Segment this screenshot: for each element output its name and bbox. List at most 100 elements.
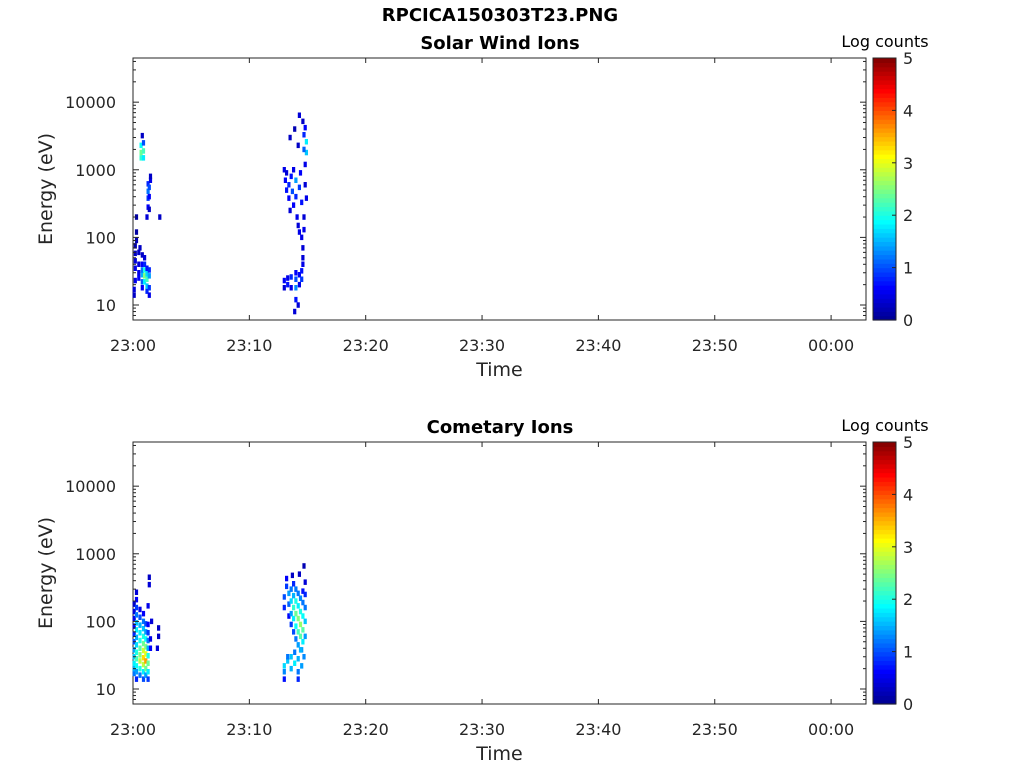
heatmap-cell (146, 603, 150, 609)
heatmap-cell (145, 214, 149, 220)
heatmap-cell (140, 252, 144, 258)
colorbar-segment (873, 302, 896, 308)
heatmap-cell (134, 237, 139, 244)
colorbar-segment (873, 590, 896, 596)
x-tick-label: 23:40 (575, 720, 621, 739)
heatmap-cell (300, 234, 304, 241)
heatmap-cell (146, 181, 150, 187)
colorbar-segment (873, 472, 896, 478)
heatmap-cell (285, 583, 289, 590)
colorbar-segment (873, 232, 896, 238)
heatmap-cell (145, 271, 149, 277)
heatmap-cell (138, 630, 142, 636)
heatmap-cell (293, 308, 297, 315)
plot-group: 23:00 23:10 23:20 23:30 23:40 23:50 00:0010100… (35, 416, 929, 765)
heatmap-cell (286, 275, 290, 281)
heatmap-cell (285, 575, 289, 582)
colorbar-segment (873, 507, 896, 513)
heatmap-cell (287, 590, 291, 597)
colorbar-segment (873, 119, 896, 125)
colorbar-segment (873, 625, 896, 631)
heatmap-cell (147, 267, 151, 273)
heatmap-cell (157, 625, 161, 631)
figure-title: RPCICA150303T23.PNG (381, 5, 619, 26)
solar-wind-ions-spectrogram: 23:00 23:10 23:20 23:30 23:40 23:50 00:0010100… (35, 32, 929, 381)
heatmap-cell (298, 621, 303, 628)
colorbar-tick-label: 5 (903, 49, 913, 68)
colorbar-segment (873, 634, 896, 640)
heatmap-cell (147, 273, 151, 279)
colorbar-tick-label: 0 (903, 311, 913, 330)
x-tick-label: 23:00 (110, 720, 156, 739)
heatmap-cell (138, 637, 142, 644)
heatmap-cell (138, 245, 142, 251)
x-tick-label: 23:40 (575, 336, 621, 355)
heatmap-cell (289, 285, 293, 291)
heatmap-cell (141, 669, 146, 675)
colorbar-tick-label: 2 (903, 590, 913, 609)
colorbar-segment (873, 97, 896, 103)
heatmap-cell (148, 636, 153, 642)
heatmap-cell (292, 581, 296, 587)
heatmap-cell (303, 604, 307, 611)
colorbar-segment (873, 511, 896, 517)
heatmap-cell (301, 255, 305, 261)
x-tick-label: 00:00 (808, 720, 854, 739)
heatmap-cell (132, 623, 136, 629)
colorbar-segment (873, 245, 896, 251)
heatmap-cell (134, 596, 139, 603)
heatmap-cell (288, 207, 292, 214)
colorbar-segment (873, 132, 896, 138)
heatmap-cell (296, 615, 300, 622)
colorbar-segment (873, 167, 896, 173)
heatmap-cell (147, 285, 151, 291)
heatmap-cell (297, 571, 301, 577)
colorbar-segment (873, 564, 896, 570)
heatmap-cell (132, 292, 136, 298)
heatmap-cell (286, 654, 290, 660)
heatmap-cell (141, 633, 146, 640)
heatmap-cell (134, 589, 139, 595)
heatmap-cell (134, 656, 139, 662)
heatmap-cell (303, 579, 307, 585)
plot-frame (132, 57, 867, 321)
plot-frame (132, 441, 867, 705)
colorbar-tick-label: 2 (903, 206, 913, 225)
heatmap-cell (157, 633, 161, 640)
colorbar-segment (873, 651, 896, 657)
x-axis-label: Time (475, 743, 523, 765)
heatmap-cell (301, 118, 305, 125)
colorbar-segment (873, 682, 896, 688)
colorbar-segment (873, 664, 896, 670)
x-tick-label: 23:50 (692, 336, 738, 355)
heatmap-cell (296, 629, 300, 635)
colorbar-segment (873, 568, 896, 574)
heatmap-cell (296, 656, 300, 662)
heatmap-cell (134, 604, 139, 611)
heatmap-cell (300, 268, 304, 274)
colorbar-segment (873, 660, 896, 666)
heatmap-cell (150, 618, 154, 625)
heatmap-cell (138, 606, 142, 613)
heatmap-cell (141, 625, 146, 632)
colorbar-segment (873, 542, 896, 548)
heatmap-cell (146, 621, 150, 628)
heatmap-cell (301, 627, 305, 633)
colorbar-segment (873, 280, 896, 286)
colorbar-segment (873, 546, 896, 552)
heatmap-cells (132, 112, 308, 315)
colorbar-segment (873, 485, 896, 491)
heatmap-cell (143, 267, 147, 273)
colorbar-segment (873, 581, 896, 587)
colorbar-segment (873, 450, 896, 456)
heatmap-cell (144, 621, 148, 627)
colorbar-segment (873, 206, 896, 212)
heatmap-cell (144, 665, 148, 672)
heatmap-cell (282, 594, 286, 600)
heatmap-cell (146, 660, 150, 666)
heatmap-cell (283, 177, 287, 183)
heatmap-cell (155, 645, 159, 651)
heatmap-cell (298, 647, 303, 653)
heatmap-cell (134, 627, 139, 633)
